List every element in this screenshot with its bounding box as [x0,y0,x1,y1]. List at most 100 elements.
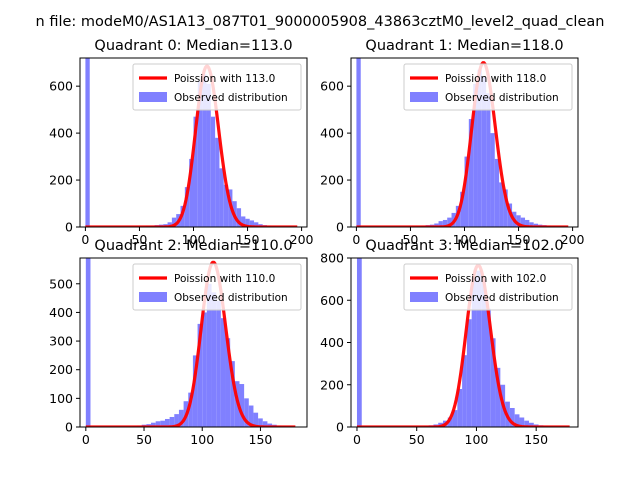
legend-bar-swatch [410,92,438,102]
histogram-bar [524,420,530,427]
subplot-quadrant-3: 0 50 100 150 0 200 400 600 800 Quadrant 3: Median… [320,238,579,447]
histogram-bar [202,312,207,427]
histogram-bar [230,361,235,427]
histogram-bar [215,137,220,227]
y-tick-label: 100 [49,391,73,406]
histogram-bar [245,218,250,227]
x-tick-label: 150 [249,432,273,447]
histogram-bar [241,216,246,227]
x-tick-label: 150 [236,232,260,247]
x-tick-label: 200 [290,232,314,247]
legend-label: Poission with 118.0 [445,73,546,85]
histogram-bar [223,184,229,227]
histogram-bar [85,58,90,227]
legend-label: Observed distribution [174,92,288,104]
x-tick-label: 0 [352,232,360,247]
histogram-bar [164,418,170,427]
histogram-bar [481,279,487,427]
legend-box [132,63,302,111]
histogram-bar [171,217,177,227]
histogram-bar [533,223,539,227]
histogram-bar [438,221,443,227]
x-tick-label: 200 [561,232,585,247]
histogram-bar [486,308,491,427]
figure-suptitle: n file: modeM0/AS1A13_087T01_9000005908_… [36,14,605,30]
histogram-bar [248,405,254,427]
histogram-bar [202,74,207,227]
legend-box [403,263,573,311]
histogram-bar [477,69,482,227]
x-tick-label: 150 [507,232,531,247]
histogram-bar [197,323,203,427]
histogram-bar [188,392,193,427]
y-tick-label: 0 [336,420,344,435]
histogram-bar [499,182,504,227]
y-tick-label: 400 [320,126,344,141]
legend-bar-swatch [139,292,167,302]
subplot-title: Quadrant 1: Median=118.0 [365,38,563,54]
histogram-bar [356,58,361,227]
legend-bar-swatch [410,292,438,302]
histogram-bar [178,409,184,427]
legend-bar-swatch [139,92,167,102]
legend-label: Poission with 113.0 [174,73,275,85]
legend-label: Poission with 102.0 [445,273,546,285]
histogram-bar [447,417,453,427]
subplot-title: Quadrant 2: Median=110.0 [94,238,292,254]
histogram-bar [160,420,165,427]
x-tick-label: 100 [453,232,477,247]
y-tick-label: 600 [320,293,344,308]
subplot-grid: 0 50 100 150 200 0 200 400 600 Quadrant 0: Median… [49,38,584,447]
histogram-bar [211,292,217,427]
histogram-bar [206,83,211,227]
histogram-bar [476,270,482,427]
x-tick-label: 50 [402,232,418,247]
histogram-bar [452,410,458,427]
y-tick-label: 800 [320,251,344,266]
histogram-bar [356,258,362,427]
histogram-bar [249,220,255,227]
histogram-bar [155,421,161,427]
histogram-bar [520,217,526,227]
histogram-bar [486,93,491,227]
histogram-bar [267,423,273,427]
y-tick-label: 200 [49,173,73,188]
legend: Poission with 113.0 Observed distribution [132,63,302,111]
histogram-bar [197,81,203,227]
histogram-bar [258,418,263,427]
legend-box [132,263,302,311]
histogram-bar [457,388,463,427]
histogram-bar [254,222,259,227]
y-tick-label: 0 [65,220,73,235]
histogram-bar [151,422,156,427]
histogram-bar [253,412,259,427]
histogram-bar [239,384,245,427]
histogram-bar [481,76,487,227]
histogram-bar [490,338,496,427]
histogram-bar [464,156,469,227]
histogram-bar [462,355,467,427]
histogram-bar [85,258,91,427]
histogram-bar [210,116,216,227]
y-tick-label: 400 [320,335,344,350]
x-tick-label: 0 [353,432,361,447]
histogram-bar [516,215,521,227]
x-tick-label: 50 [409,432,425,447]
legend-label: Poission with 110.0 [174,273,275,285]
histogram-bar [192,355,198,427]
histogram-bar [468,119,474,227]
histogram-bar [206,283,212,427]
histogram-bar [220,318,226,427]
legend-box [403,63,573,111]
x-tick-label: 0 [81,232,89,247]
histogram-bar [509,407,515,427]
histogram-bar [169,416,175,427]
histogram-bar [490,133,495,227]
histogram-bar [473,83,478,227]
histogram-bar [494,158,500,227]
histogram-bar [225,338,231,427]
histogram-bar [460,191,465,227]
histogram-bar [244,398,249,427]
histogram-bar [184,187,190,227]
